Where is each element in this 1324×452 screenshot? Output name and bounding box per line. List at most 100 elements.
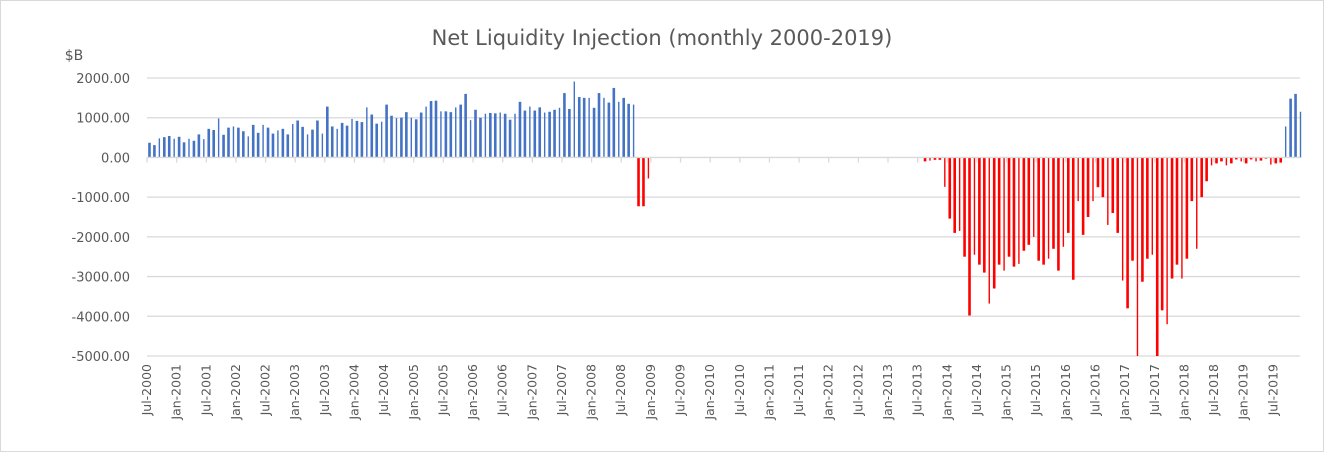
x-tick-label: Jan-2010 [702,364,717,421]
bar [242,131,245,158]
bar [553,109,556,158]
bar [1259,157,1263,161]
bar [1057,157,1060,271]
bar [188,138,190,158]
bar [622,97,626,158]
bar [1111,157,1115,214]
bar [326,106,329,158]
bar [508,119,512,158]
bar [247,136,249,158]
bar [582,97,586,158]
bar [203,139,205,158]
x-tick-label: Jan-2014 [939,364,954,421]
x-tick-label: Jul-2007 [554,364,569,416]
bar [1279,157,1283,163]
bar [1042,157,1045,265]
bar [514,113,516,158]
bar [345,125,349,158]
bar [1274,157,1278,164]
bar [1077,157,1079,202]
bar [953,157,956,233]
x-tick-label: Jul-2015 [1028,364,1043,416]
x-tick-label: Jul-2006 [495,364,510,416]
x-tick-label: Jan-2019 [1236,364,1251,421]
x-tick-label: Jul-2011 [791,364,806,416]
bar [390,115,393,158]
bar [1052,157,1055,249]
y-axis-label: $B [65,48,84,64]
bar [1027,157,1031,245]
bar [222,134,225,158]
bar [499,112,501,158]
bar [340,122,344,158]
chart-title: Net Liquidity Injection (monthly 2000-20… [432,26,893,50]
bar [251,124,255,158]
bar [148,142,151,158]
bar [162,137,166,158]
bar [306,134,309,158]
bar [1220,157,1223,162]
bar [360,122,364,158]
bar [647,157,650,179]
bar [1234,157,1238,160]
bar [577,97,581,158]
bar [395,118,398,158]
x-tick-label: Jul-2013 [910,364,925,416]
bar [1116,157,1120,233]
bar [1126,157,1129,309]
bar [286,134,290,158]
bar [1081,157,1085,235]
bar [385,104,388,158]
y-tick-label: 1000.00 [76,112,130,127]
bar [642,157,645,207]
bar [1294,93,1297,158]
bar [1155,157,1159,356]
x-tick-label: Jul-2014 [969,364,984,416]
bar [938,157,942,160]
bar [1249,157,1253,160]
bar [1160,157,1164,311]
y-tick-label: -2000.00 [72,231,130,246]
bar [558,107,561,158]
bar [444,111,448,158]
bar [1240,157,1242,162]
bar [410,117,412,158]
bar [1141,157,1144,282]
bar [484,113,487,158]
x-tick-label: Jul-2017 [1147,364,1162,416]
bar [266,127,270,158]
bar [637,157,640,207]
bar [518,101,522,158]
bar [983,157,986,273]
bar [197,134,201,158]
bar [1230,157,1233,164]
bar [948,157,952,219]
x-tick-label: Jan-2016 [1058,364,1073,421]
x-tick-label: Jul-2004 [376,364,391,416]
bar [523,110,527,158]
x-tick-label: Jan-2007 [524,364,539,421]
bar [414,119,418,158]
bar [316,120,319,158]
bar [988,157,990,304]
bar [1022,157,1026,251]
bar [929,157,931,161]
bar [366,107,368,158]
y-tick-label: -1000.00 [72,191,130,206]
bar [370,114,374,158]
bar [158,138,161,158]
bar [1033,157,1035,237]
bar [1170,157,1174,279]
x-tick-label: Jan-2015 [999,364,1014,421]
bar [618,101,620,158]
x-tick-label: Jan-2003 [287,364,302,421]
bar [296,120,299,158]
bar [281,128,285,158]
bar [311,129,314,158]
bar [1067,157,1070,233]
bar [923,157,927,162]
bar [627,103,630,158]
y-tick-label: -4000.00 [72,310,130,325]
x-tick-label: Jul-2009 [673,364,688,416]
